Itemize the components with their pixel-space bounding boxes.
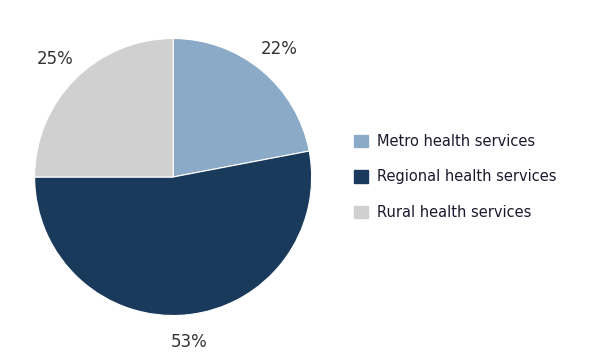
Wedge shape [35, 151, 312, 315]
Wedge shape [173, 39, 309, 177]
Legend: Metro health services, Regional health services, Rural health services: Metro health services, Regional health s… [353, 134, 556, 220]
Text: 22%: 22% [261, 40, 297, 58]
Wedge shape [35, 39, 173, 177]
Text: 25%: 25% [37, 51, 74, 68]
Text: 53%: 53% [170, 333, 207, 352]
